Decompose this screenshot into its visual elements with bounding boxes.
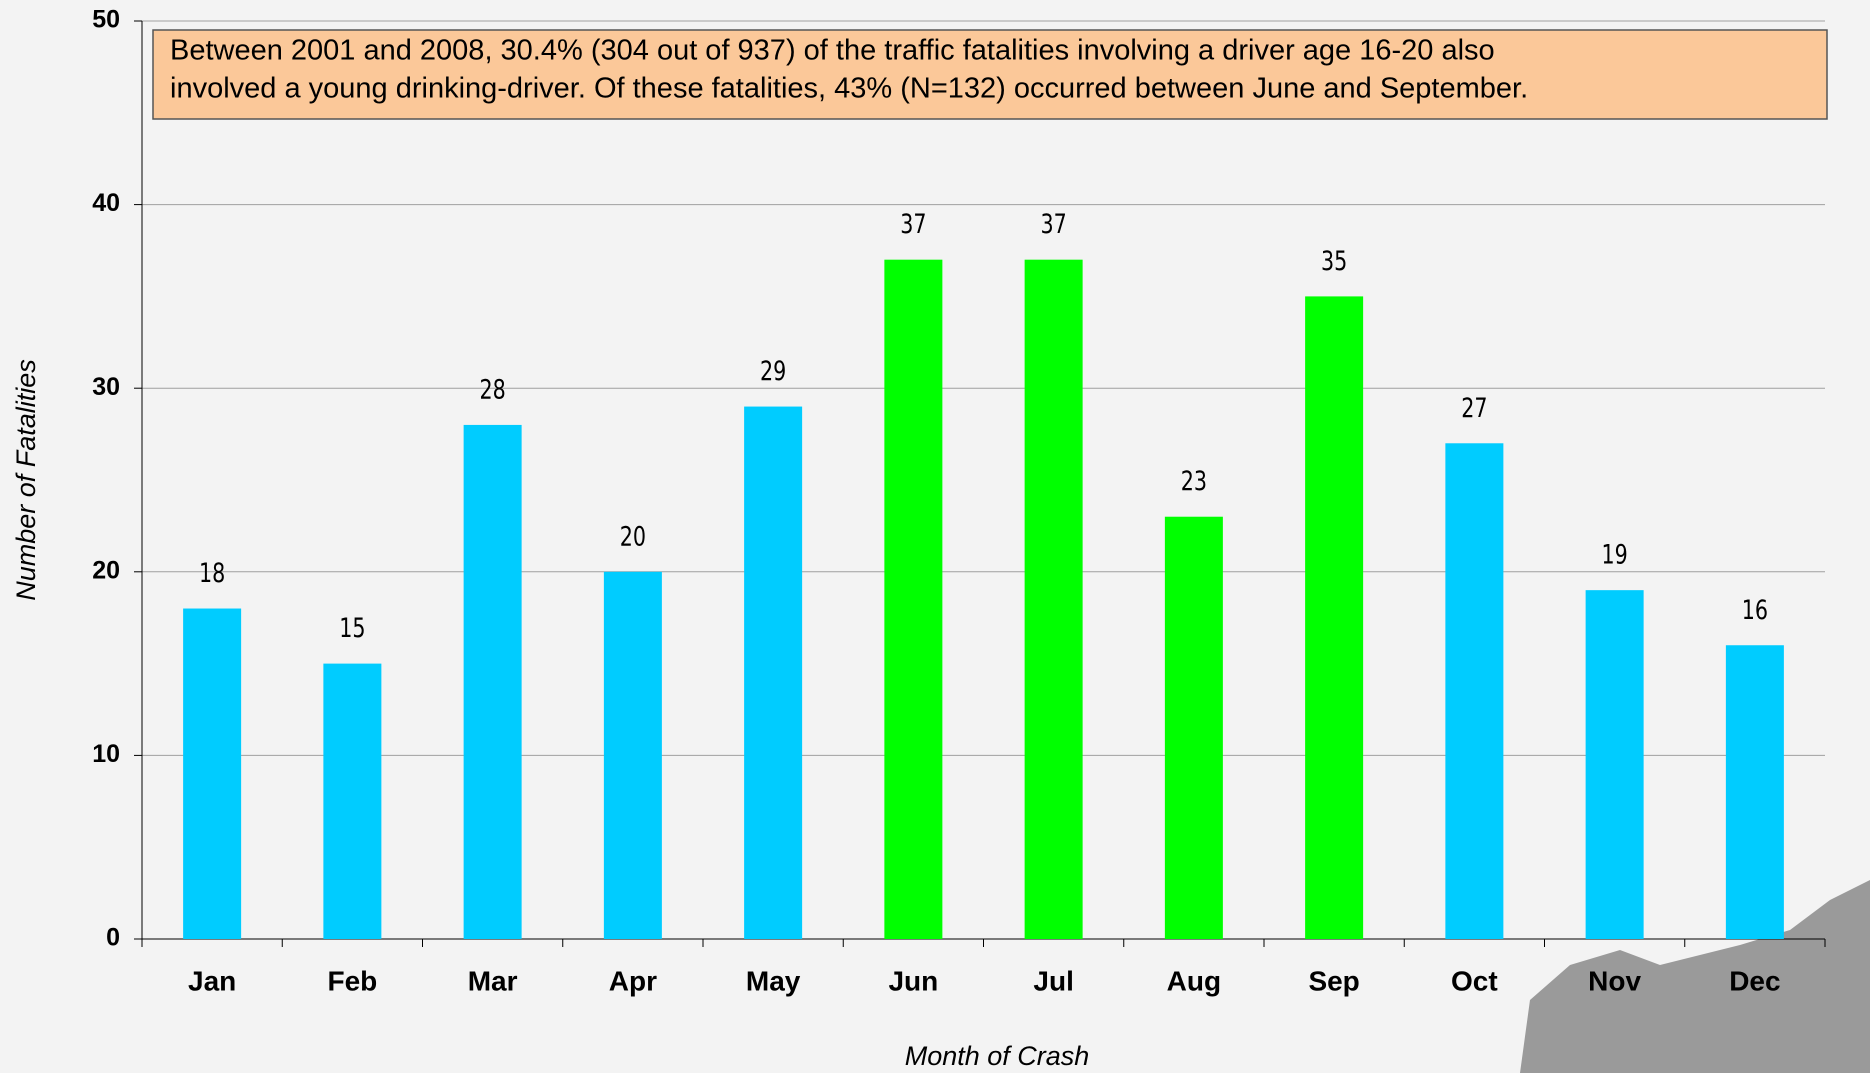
value-label: 16 <box>1742 594 1768 625</box>
y-tick-label: 0 <box>106 924 120 952</box>
value-label: 18 <box>199 557 225 588</box>
bar <box>464 425 522 939</box>
value-label: 15 <box>339 612 365 643</box>
annotation-line: Between 2001 and 2008, 30.4% (304 out of… <box>170 35 1495 67</box>
x-axis-title: Month of Crash <box>905 1041 1090 1071</box>
chart: Between 2001 and 2008, 30.4% (304 out of… <box>0 0 1870 1073</box>
x-tick-label: Dec <box>1729 965 1780 996</box>
bar <box>744 407 802 939</box>
x-tick-label: May <box>746 965 801 996</box>
bar <box>604 572 662 939</box>
bar <box>323 664 381 939</box>
bar <box>1586 590 1644 939</box>
x-tick-label: Mar <box>468 965 518 996</box>
y-tick-label: 40 <box>92 189 120 217</box>
x-tick-label: Sep <box>1308 965 1359 996</box>
decoration <box>1520 880 1870 1073</box>
value-label: 23 <box>1181 465 1207 496</box>
y-tick-label: 20 <box>92 556 120 584</box>
x-tick-label: Jun <box>888 965 938 996</box>
bar <box>1305 296 1363 939</box>
x-tick-label: Jul <box>1033 965 1073 996</box>
x-tick-label: Nov <box>1588 965 1641 996</box>
y-tick-label: 10 <box>92 740 120 768</box>
bar <box>183 609 241 939</box>
x-tick-label: Feb <box>327 965 377 996</box>
value-label: 37 <box>1040 208 1066 239</box>
annotation-line: involved a young drinking-driver. Of the… <box>170 73 1528 105</box>
value-label: 28 <box>479 374 505 405</box>
bar <box>1165 517 1223 939</box>
bar <box>1726 645 1784 939</box>
y-tick-label: 30 <box>92 373 120 401</box>
bar <box>884 260 942 939</box>
x-tick-label: Apr <box>609 965 657 996</box>
y-axis-title: Number of Fatalities <box>11 359 41 601</box>
value-label: 35 <box>1321 245 1347 276</box>
x-tick-label: Aug <box>1167 965 1221 996</box>
bar <box>1025 260 1083 939</box>
value-label: 29 <box>760 355 786 386</box>
y-tick-label: 50 <box>92 6 120 34</box>
value-label: 19 <box>1601 539 1627 570</box>
bar <box>1445 443 1503 939</box>
value-label: 27 <box>1461 392 1487 423</box>
value-label: 37 <box>900 208 926 239</box>
x-tick-label: Jan <box>188 965 236 996</box>
value-label: 20 <box>620 521 646 552</box>
x-tick-label: Oct <box>1451 965 1498 996</box>
